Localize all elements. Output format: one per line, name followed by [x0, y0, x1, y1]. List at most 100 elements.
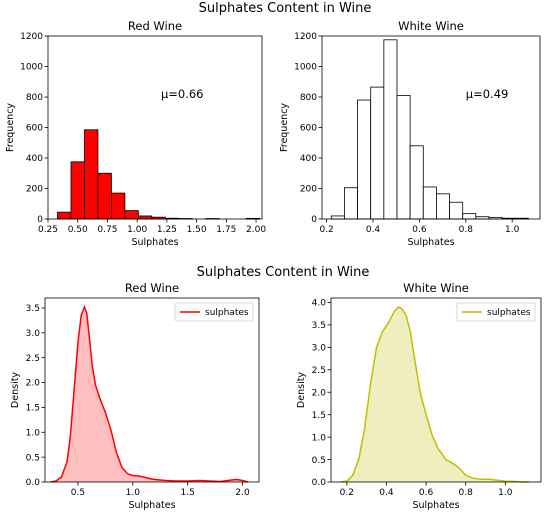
x-tick-label: 1.25	[157, 225, 177, 235]
y-tick-label: 0.5	[312, 456, 326, 466]
y-tick-label: 2.0	[312, 388, 327, 398]
y-tick-label: 0	[311, 215, 317, 225]
density-line	[340, 306, 530, 483]
y-tick-label: 200	[26, 185, 43, 195]
histogram-bar	[330, 215, 345, 220]
y-tick-label: 200	[300, 185, 317, 195]
density-area	[50, 306, 249, 482]
white-wine-density-plot: sulphates 0.2 0.4 0.6 0.8 1.0 0.0 0.5 1.0 1.5 2.0 2…	[296, 281, 542, 511]
histogram-bar	[357, 99, 372, 220]
x-tick-label: 0.8	[459, 488, 474, 498]
histogram-bar	[370, 86, 385, 220]
density-line	[50, 304, 249, 483]
density-area	[340, 306, 530, 482]
panel-title: Red Wine	[128, 19, 182, 33]
histogram-bar	[111, 192, 126, 220]
histogram-bar	[422, 186, 437, 220]
red-wine-histogram: 0.25 0.50 0.75 1.00 1.25 1.50 1.75 2.00 0 200 400 6…	[5, 19, 266, 248]
y-tick-label: 3.5	[312, 321, 326, 331]
x-tick-label: 1.0	[505, 225, 520, 235]
y-tick-label: 800	[300, 93, 317, 103]
mean-annotation: μ=0.66	[161, 87, 204, 101]
y-tick-label: 3.0	[312, 344, 327, 354]
x-tick-label: 0.5	[71, 488, 85, 498]
x-axis-label: Sulphates	[128, 500, 175, 511]
y-tick-label: 600	[300, 124, 317, 134]
x-tick-label: 0.4	[366, 225, 381, 235]
histogram-bar	[97, 172, 112, 220]
x-tick-label: 0.8	[459, 225, 474, 235]
y-tick-label: 0.0	[26, 478, 41, 488]
y-axis-label: Density	[296, 372, 307, 408]
legend: sulphates	[456, 302, 536, 322]
y-tick-label: 1.0	[26, 428, 41, 438]
x-axis-label: Sulphates	[407, 237, 454, 248]
panel-title: White Wine	[403, 281, 469, 295]
x-tick-label: 2.0	[235, 488, 250, 498]
white-wine-histogram: 0.2 0.4 0.6 0.8 1.0 0 200 400 600 800 1000 1200 Whit…	[279, 19, 541, 248]
y-axis-label: Density	[10, 372, 21, 408]
axes-frame	[44, 297, 260, 483]
histogram-bar	[449, 201, 464, 220]
histogram-bar	[137, 215, 153, 220]
y-tick-label: 3.0	[26, 329, 41, 339]
legend: sulphates	[174, 302, 254, 322]
y-tick-label: 1.5	[26, 404, 40, 414]
y-tick-label: 1000	[294, 63, 317, 73]
x-tick-label: 1.00	[127, 225, 147, 235]
legend-label: sulphates	[205, 308, 249, 318]
y-tick-label: 400	[26, 154, 43, 164]
mean-annotation: μ=0.49	[466, 87, 509, 101]
x-tick-label: 0.6	[412, 225, 427, 235]
axes-frame	[330, 297, 542, 483]
figure-title-bottom: Sulphates Content in Wine	[197, 265, 370, 280]
y-tick-label: 0	[37, 215, 43, 225]
y-tick-label: 2.5	[26, 354, 40, 364]
histogram-bar	[57, 211, 72, 220]
histogram-bar	[383, 39, 398, 220]
legend-label: sulphates	[487, 308, 531, 318]
x-tick-label: 1.5	[181, 488, 195, 498]
y-tick-label: 800	[26, 93, 43, 103]
x-tick-label: 1.50	[187, 225, 207, 235]
histogram-bar	[409, 145, 424, 220]
x-tick-label: 0.2	[340, 488, 354, 498]
y-axis-label: Frequency	[5, 103, 16, 152]
x-tick-label: 1.75	[216, 225, 236, 235]
x-axis-label: Sulphates	[412, 500, 459, 511]
x-tick-label: 0.4	[379, 488, 394, 498]
x-tick-label: 2.00	[246, 225, 266, 235]
y-tick-label: 4.0	[312, 299, 327, 309]
y-tick-label: 2.5	[312, 366, 326, 376]
x-tick-label: 1.0	[498, 488, 513, 498]
panel-title: Red Wine	[125, 281, 179, 295]
x-tick-label: 1.0	[126, 488, 141, 498]
x-tick-label: 0.50	[68, 225, 88, 235]
y-tick-label: 1200	[20, 32, 43, 42]
y-tick-label: 0.5	[26, 453, 40, 463]
x-tick-label: 0.6	[419, 488, 434, 498]
y-tick-label: 2.0	[26, 379, 41, 389]
y-axis-label: Frequency	[279, 103, 290, 152]
legend-box	[174, 302, 254, 322]
histogram-bar	[462, 213, 477, 220]
y-tick-label: 1200	[294, 32, 317, 42]
y-tick-label: 400	[300, 154, 317, 164]
x-tick-label: 0.2	[319, 225, 333, 235]
x-tick-label: 0.75	[97, 225, 117, 235]
y-tick-label: 1.0	[312, 433, 327, 443]
histogram-bar	[124, 210, 139, 220]
histogram-bar	[70, 161, 85, 220]
red-wine-density-plot: sulphates 0.5 1.0 1.5 2.0 0.0 0.5 1.0 1.5 2.0 2.5 3…	[10, 281, 260, 511]
y-tick-label: 1.5	[312, 411, 326, 421]
y-tick-label: 1000	[20, 63, 43, 73]
figure-title-top: Sulphates Content in Wine	[199, 1, 372, 16]
histogram-bar	[396, 95, 411, 220]
y-tick-label: 3.5	[26, 304, 40, 314]
y-tick-label: 0.0	[312, 478, 327, 488]
histogram-bar	[84, 129, 99, 220]
histogram-bar	[344, 187, 358, 220]
histogram-bar	[436, 193, 450, 220]
legend-box	[456, 302, 536, 322]
